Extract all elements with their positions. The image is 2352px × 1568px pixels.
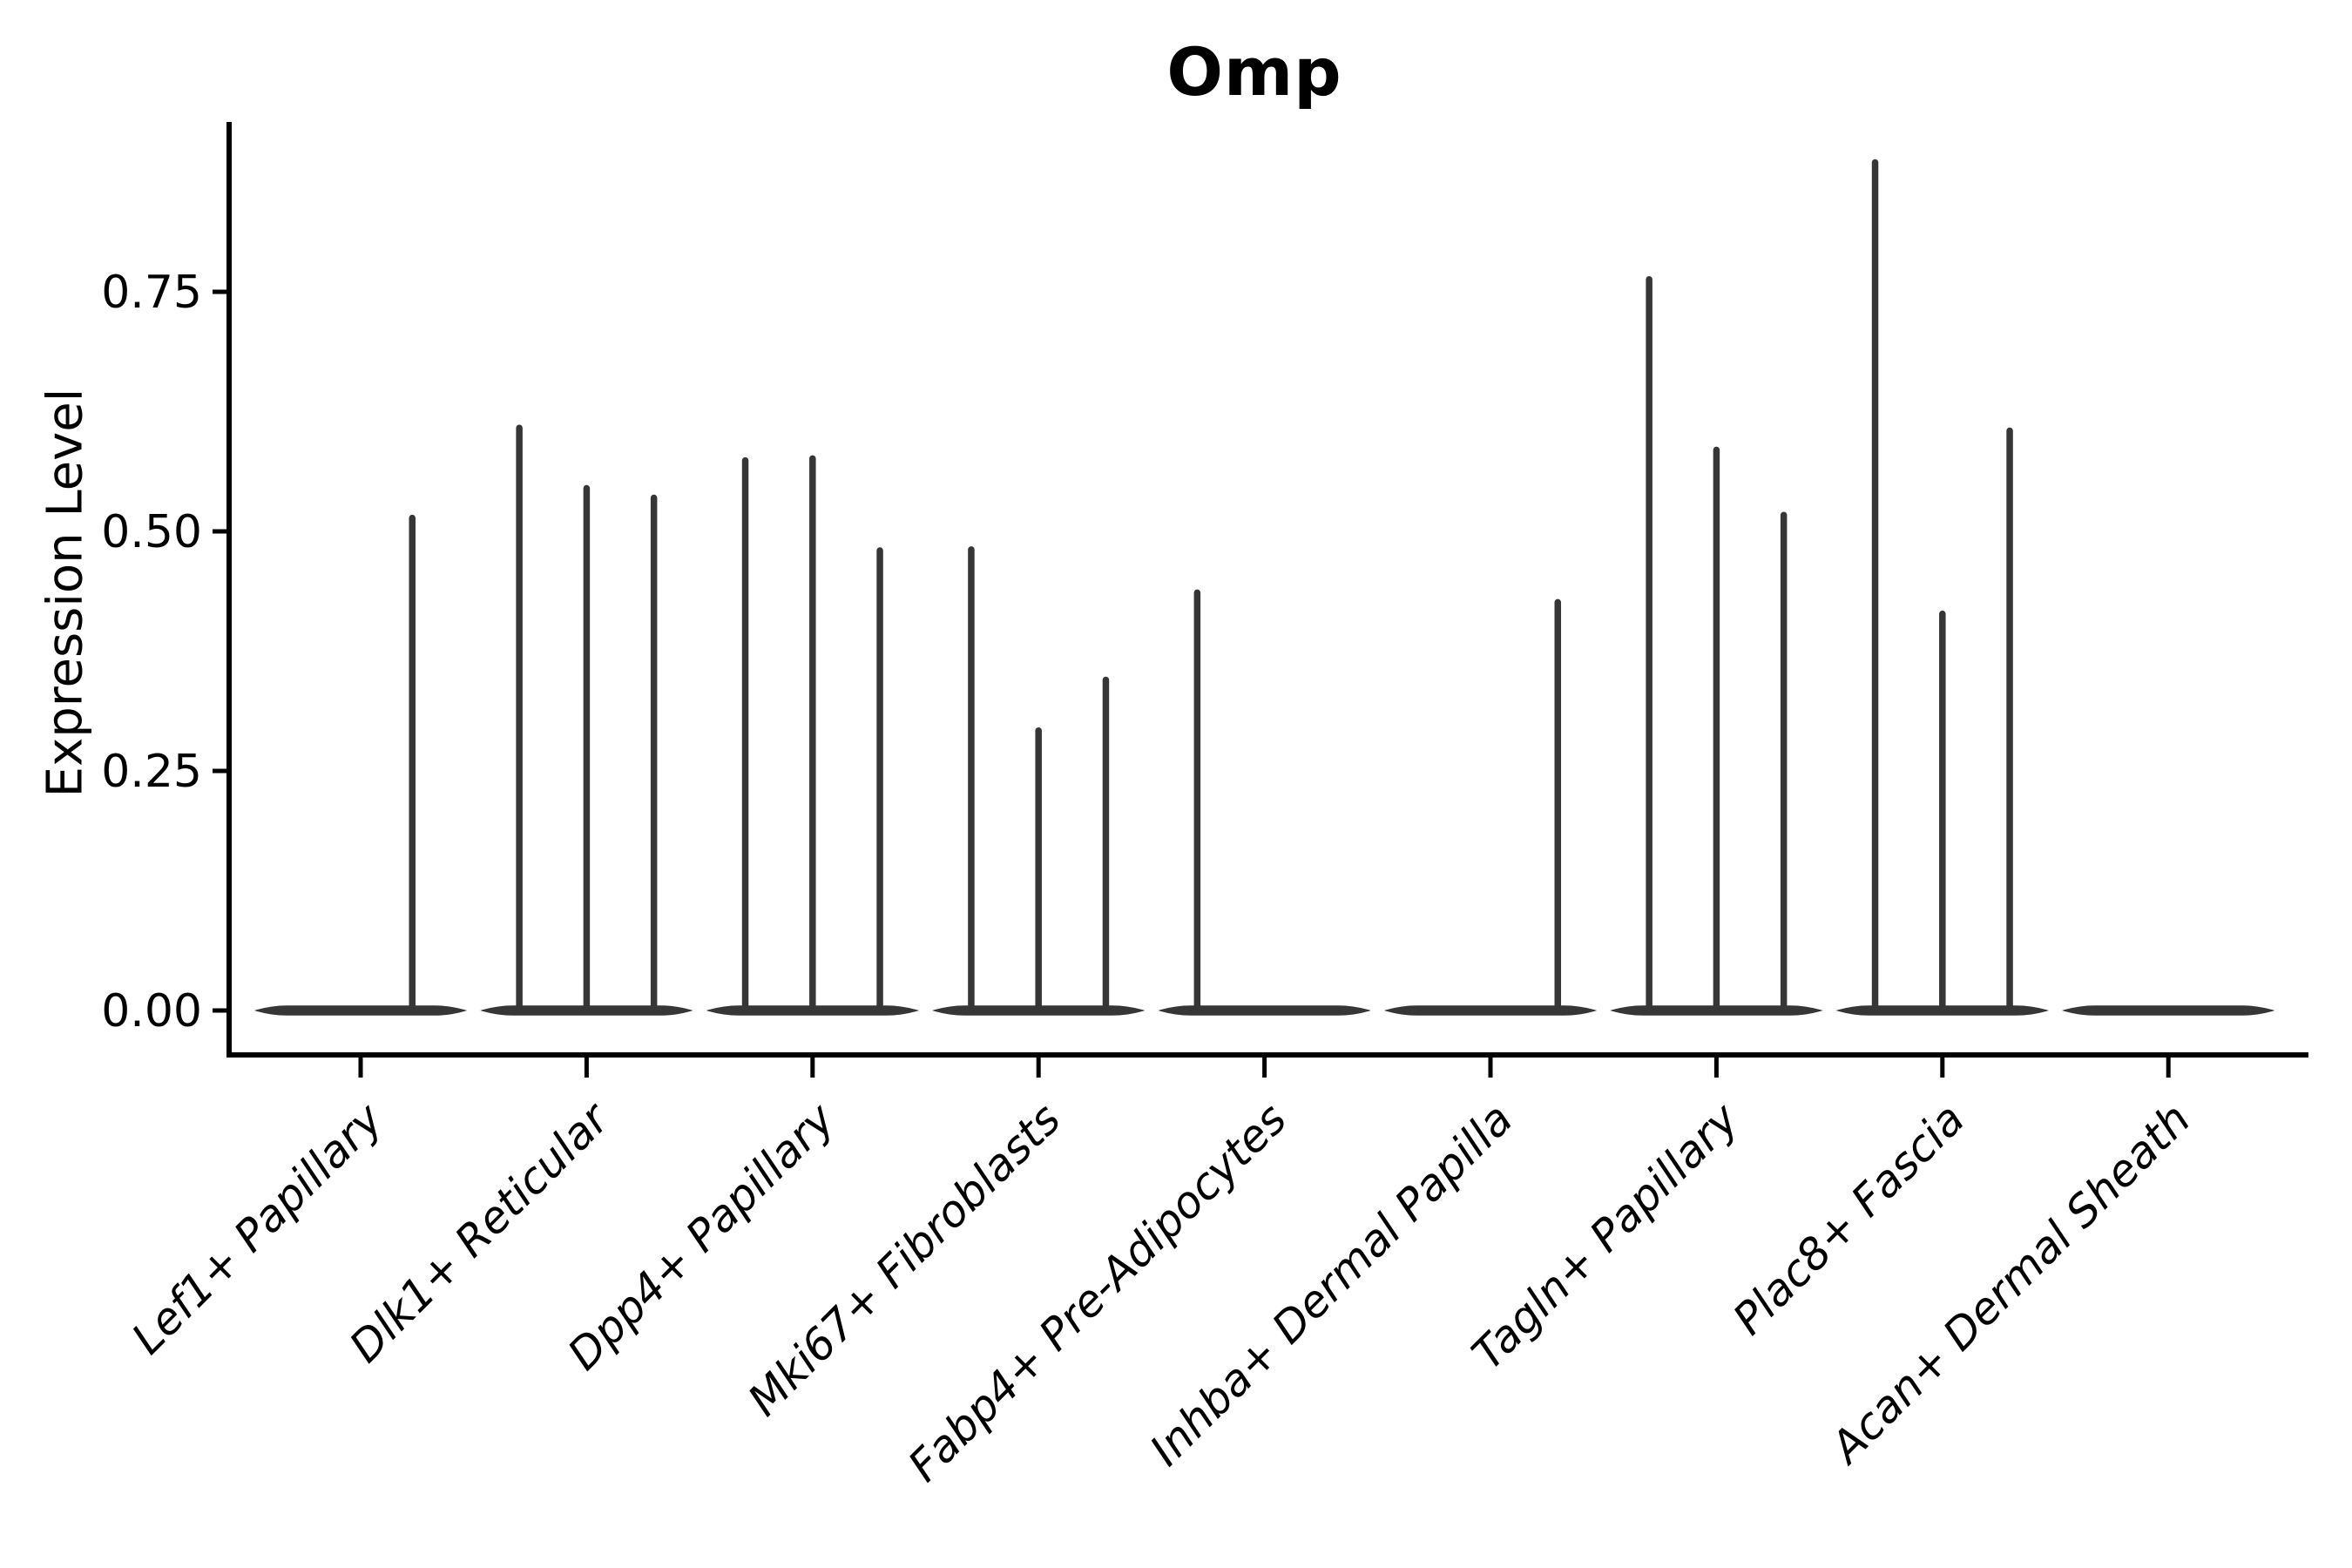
y-tick-label: 0.50 (101, 506, 202, 558)
y-tick-label: 0.00 (101, 985, 202, 1037)
x-tick-label: Plac8+ Fascia (1723, 1093, 1974, 1344)
chart-title: Omp (1166, 33, 1342, 111)
violin-body (1383, 1005, 1598, 1016)
violin-body (253, 1005, 468, 1016)
violin-body (2062, 1005, 2275, 1016)
y-tick-label: 0.75 (101, 267, 202, 319)
y-tick-label: 0.25 (101, 746, 202, 798)
x-tick-label: Inhba+ Dermal Papilla (1140, 1093, 1522, 1475)
x-tick-label: Fabp4+ Pre-Adipocytes (899, 1093, 1297, 1491)
x-tick-label: Acan+ Dermal Sheath (1820, 1093, 2200, 1474)
violin-body (1158, 1005, 1371, 1016)
